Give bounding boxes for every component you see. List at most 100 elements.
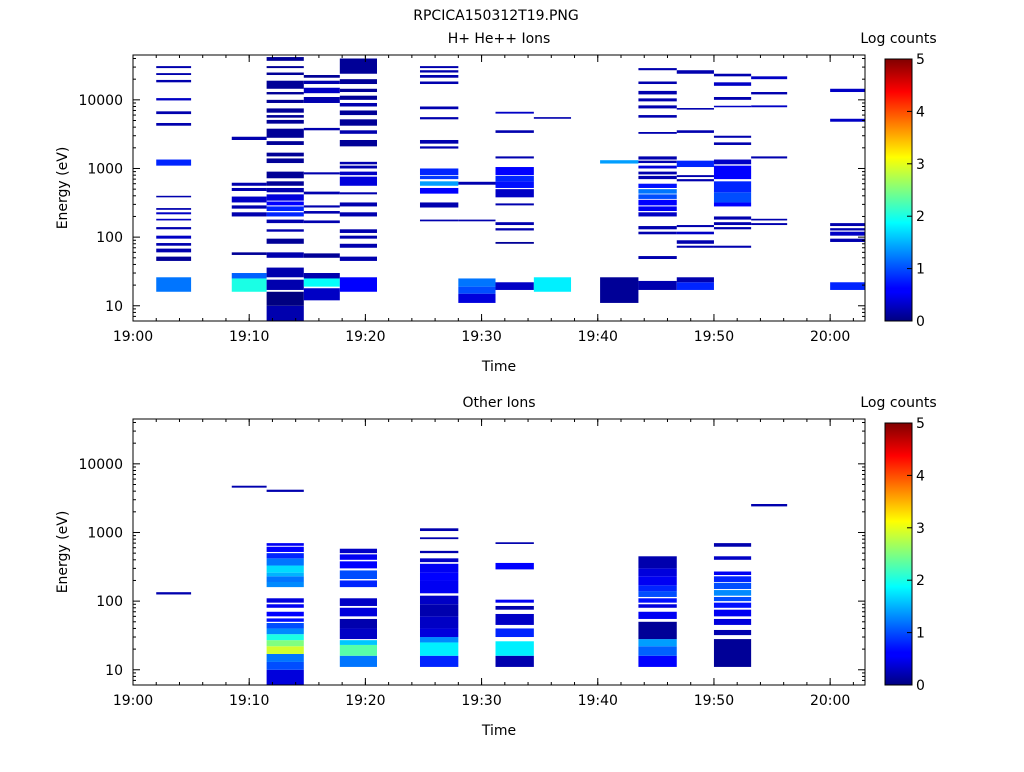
heatmap-cell	[266, 115, 304, 118]
heatmap-cell	[638, 115, 677, 118]
heatmap-cell	[419, 70, 459, 73]
heatmap-cell	[303, 205, 340, 208]
heatmap-cell	[156, 208, 192, 210]
heatmap-cell	[495, 203, 534, 206]
heatmap-cell	[495, 562, 534, 570]
heatmap-cell	[419, 628, 459, 638]
heatmap-cell	[303, 191, 340, 195]
heatmap-cell	[495, 167, 534, 176]
heatmap-cell	[419, 117, 459, 120]
colorbar	[884, 422, 913, 686]
colorbar-tick-label: 2	[916, 573, 925, 589]
heatmap-cell	[156, 122, 192, 126]
heatmap-cell	[713, 227, 752, 230]
heatmap-cell	[830, 118, 865, 122]
heatmap-cell	[495, 542, 534, 544]
heatmap-cell	[303, 96, 340, 103]
heatmap-cell	[638, 156, 677, 160]
heatmap-cell	[266, 119, 304, 124]
heatmap-cell	[339, 95, 377, 100]
heatmap-cell	[830, 88, 865, 93]
heatmap-cell	[339, 88, 377, 93]
heatmap-cell	[156, 66, 192, 69]
colorbar-tick-label: 2	[916, 209, 925, 225]
y-axis-label: Energy (eV)	[55, 511, 71, 594]
heatmap-cell	[339, 580, 377, 588]
heatmap-cell	[231, 273, 267, 279]
heatmap-cell	[266, 291, 304, 306]
heatmap-cell	[156, 195, 192, 198]
heatmap-cell	[303, 172, 340, 175]
heatmap-cell	[638, 194, 677, 199]
heatmap-cell	[266, 181, 304, 186]
heatmap-cell	[676, 108, 714, 110]
heatmap-cell	[303, 288, 340, 301]
heatmap-cell	[713, 82, 752, 86]
x-tick-label: 19:50	[694, 329, 734, 345]
plot-frame	[132, 418, 866, 686]
heatmap-cell	[266, 108, 304, 113]
heatmap-cell	[495, 181, 534, 188]
panel-title: Other Ions	[462, 395, 535, 411]
heatmap-cell	[458, 219, 496, 222]
colorbar-tick-label: 5	[916, 416, 925, 432]
heatmap-cell	[156, 79, 192, 83]
page-title: RPCICA150312T19.PNG	[413, 8, 578, 24]
heatmap-cell	[339, 561, 377, 569]
heatmap-cell	[339, 79, 377, 85]
heatmap-cell	[156, 243, 192, 246]
y-tick-label: 10000	[78, 93, 123, 109]
heatmap-cell	[638, 655, 677, 667]
heatmap-cell	[266, 576, 304, 582]
heatmap-cell	[266, 128, 304, 138]
heatmap-cell	[266, 543, 304, 546]
heatmap-cell	[713, 543, 752, 547]
heatmap-cell	[676, 282, 714, 290]
heatmap-cell	[266, 646, 304, 654]
heatmap-cell	[339, 554, 377, 560]
heatmap-cell	[303, 87, 340, 94]
heatmap-cell	[231, 252, 267, 255]
colorbar	[884, 58, 913, 322]
heatmap-cell	[495, 222, 534, 226]
heatmap-cell	[231, 212, 267, 217]
heatmap-cell	[303, 75, 340, 78]
heatmap-cell	[495, 228, 534, 231]
heatmap-cell	[713, 576, 752, 582]
x-tick-label: 19:30	[461, 329, 501, 345]
colorbar-tick-label: 1	[916, 262, 925, 278]
heatmap-cell	[339, 110, 377, 116]
heatmap-cell	[713, 596, 752, 602]
heatmap-cell	[676, 277, 714, 283]
heatmap-cell	[713, 556, 752, 560]
heatmap-cell	[266, 187, 304, 193]
heatmap-cell	[638, 639, 677, 647]
heatmap-cell	[303, 220, 340, 224]
heatmap-cell	[303, 273, 340, 279]
heatmap-cell	[339, 102, 377, 107]
heatmap-cell	[751, 218, 788, 221]
x-tick-label: 20:00	[810, 693, 850, 709]
heatmap-cell	[495, 111, 534, 114]
heatmap-cell	[495, 175, 534, 182]
heatmap-cell	[676, 245, 714, 248]
heatmap-cell	[713, 222, 752, 226]
heatmap-cell	[303, 278, 340, 287]
heatmap-cell	[266, 489, 304, 492]
heatmap-cell	[419, 616, 459, 629]
heatmap-cell	[339, 119, 377, 126]
heatmap-cell	[156, 235, 192, 239]
heatmap-cell	[419, 168, 459, 176]
heatmap-cell	[231, 196, 267, 203]
heatmap-cell	[339, 628, 377, 640]
heatmap-cell	[638, 183, 677, 188]
heatmap-cell	[266, 598, 304, 603]
heatmap-cell	[713, 639, 752, 667]
heatmap-cell	[458, 293, 496, 303]
heatmap-cell	[339, 256, 377, 261]
x-axis-label: Time	[481, 723, 516, 739]
heatmap-cell	[638, 90, 677, 95]
heatmap-cell	[339, 212, 377, 217]
heatmap-cell	[830, 228, 865, 231]
heatmap-cell	[266, 546, 304, 552]
